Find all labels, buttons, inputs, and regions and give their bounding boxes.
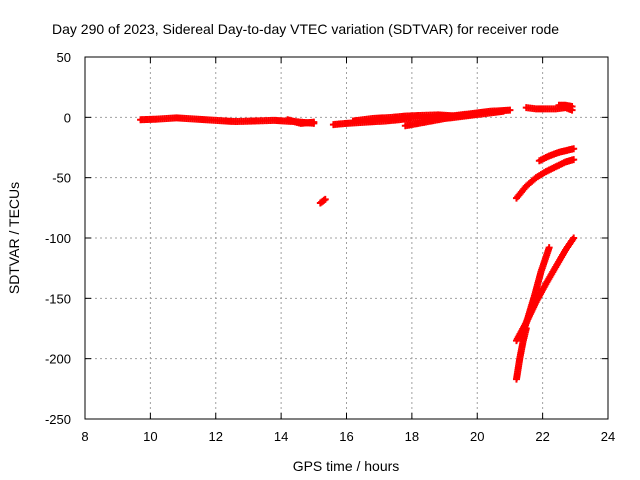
data-point: [545, 244, 553, 252]
data-point: [570, 145, 578, 153]
x-tick-label: 8: [81, 429, 88, 444]
series-arc-1b: [284, 116, 318, 127]
x-tick-label: 22: [535, 429, 549, 444]
data-point: [506, 106, 514, 114]
series-arc-3c: [401, 107, 507, 130]
plot-frame: [84, 56, 609, 420]
y-tick-label: -250: [45, 412, 71, 427]
y-tick-label: -200: [45, 352, 71, 367]
data-point: [570, 156, 578, 164]
chart-title: Day 290 of 2023, Sidereal Day-to-day VTE…: [52, 21, 559, 37]
x-tick-label: 14: [274, 429, 288, 444]
x-tick-label: 12: [209, 429, 223, 444]
series-arc-6: [512, 156, 578, 202]
series-arc-8: [517, 244, 553, 342]
data-points: [137, 101, 578, 383]
data-point: [570, 234, 578, 242]
y-tick-label: -150: [45, 291, 71, 306]
series-arc-5: [535, 145, 578, 165]
data-point: [522, 325, 530, 332]
x-tick-label: 24: [601, 429, 615, 444]
series-arc-9: [512, 325, 530, 383]
data-point: [499, 107, 507, 115]
x-axis-label: GPS time / hours: [293, 458, 400, 474]
series-arc-4b: [555, 101, 576, 110]
data-point: [310, 118, 318, 126]
y-axis-label: SDTVAR / TECUs: [6, 182, 22, 294]
axis-ticks: 8 10 12 14 16 18 20 22 24 50 0 -50 -100 -150 -200 -250: [45, 50, 615, 444]
data-point: [321, 195, 329, 203]
x-tick-label: 16: [339, 429, 353, 444]
y-tick-label: -50: [52, 171, 71, 186]
y-tick-label: 50: [57, 50, 71, 65]
series-arc-2: [316, 195, 329, 207]
x-tick-label: 20: [470, 429, 484, 444]
data-point: [568, 102, 576, 110]
x-tick-label: 10: [143, 429, 157, 444]
y-tick-label: 0: [64, 110, 71, 125]
y-tick-label: -100: [45, 231, 71, 246]
x-tick-label: 18: [405, 429, 419, 444]
